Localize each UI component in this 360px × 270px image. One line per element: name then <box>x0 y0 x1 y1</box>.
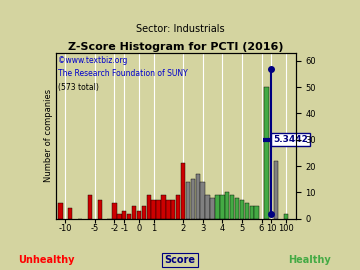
Bar <box>210 198 215 219</box>
Bar <box>117 214 122 219</box>
Bar <box>264 87 269 219</box>
Text: Healthy: Healthy <box>288 255 331 265</box>
Text: ©www.textbiz.org: ©www.textbiz.org <box>58 56 127 65</box>
Bar <box>249 206 254 219</box>
Bar <box>191 179 195 219</box>
Bar <box>230 195 234 219</box>
Bar <box>206 195 210 219</box>
Bar <box>112 203 117 219</box>
Bar <box>88 195 92 219</box>
Bar <box>201 182 205 219</box>
Text: Sector: Industrials: Sector: Industrials <box>136 24 224 34</box>
Bar <box>147 195 151 219</box>
Bar <box>255 206 259 219</box>
Bar <box>235 198 239 219</box>
Text: Unhealthy: Unhealthy <box>19 255 75 265</box>
Text: The Research Foundation of SUNY: The Research Foundation of SUNY <box>58 69 188 78</box>
Text: (573 total): (573 total) <box>58 83 99 92</box>
Bar <box>284 214 288 219</box>
Y-axis label: Number of companies: Number of companies <box>44 89 53 182</box>
Bar <box>58 203 63 219</box>
Bar <box>274 161 278 219</box>
Bar <box>132 206 136 219</box>
Bar <box>171 200 175 219</box>
Bar <box>127 214 131 219</box>
Bar <box>186 182 190 219</box>
Bar <box>152 200 156 219</box>
Text: Score: Score <box>165 255 195 265</box>
Bar <box>141 206 146 219</box>
Bar <box>244 203 249 219</box>
Text: 5.3442: 5.3442 <box>273 135 308 144</box>
Bar <box>156 200 161 219</box>
Bar <box>225 193 229 219</box>
Title: Z-Score Histogram for PCTI (2016): Z-Score Histogram for PCTI (2016) <box>68 42 283 52</box>
Bar <box>122 211 126 219</box>
Bar <box>137 211 141 219</box>
Bar <box>181 164 185 219</box>
Bar <box>215 195 220 219</box>
Bar <box>166 200 171 219</box>
Bar <box>176 195 180 219</box>
Bar <box>68 208 72 219</box>
Bar <box>240 200 244 219</box>
Bar <box>220 195 225 219</box>
Bar <box>195 174 200 219</box>
Bar <box>161 195 166 219</box>
Bar <box>98 200 102 219</box>
